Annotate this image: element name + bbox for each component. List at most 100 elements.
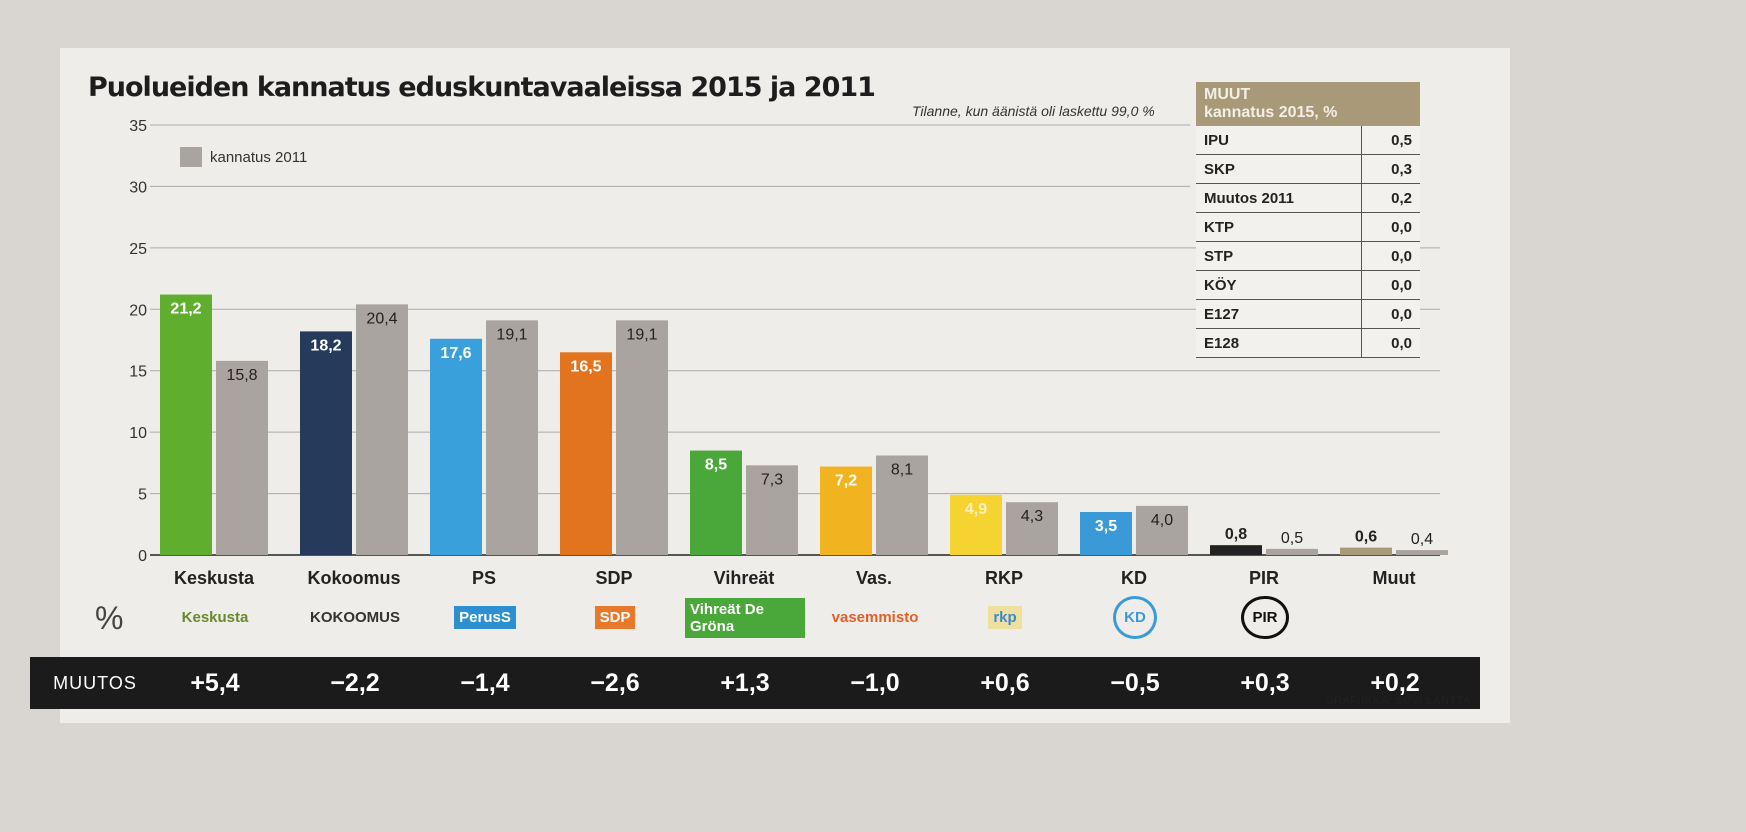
value-label-2011: 0,4 — [1411, 531, 1433, 548]
chart-note: Tilanne, kun äänistä oli laskettu 99,0 % — [912, 103, 1155, 119]
y-tick-label: 25 — [129, 241, 147, 258]
change-value: +0,3 — [1240, 668, 1290, 697]
category-label: Kokoomus — [307, 568, 400, 588]
party-name: E127 — [1196, 299, 1362, 329]
party-value: 0,5 — [1361, 126, 1420, 155]
others-table-header: MUUT kannatus 2015, % — [1196, 82, 1420, 126]
value-label-2015: 18,2 — [310, 337, 341, 354]
change-bar: MUUTOS +5,4 −2,2 −1,4 −2,6 +1,3 −1,0 +0,6 −0,5 +0… — [30, 657, 1480, 709]
category-label: Muut — [1373, 568, 1416, 588]
bar-2011 — [1006, 502, 1058, 555]
category-label: PIR — [1249, 568, 1279, 588]
bar-2011 — [746, 465, 798, 555]
legend-label: kannatus 2011 — [210, 148, 308, 166]
value-label-2011: 7,3 — [761, 471, 783, 488]
others-table-row: Muutos 2011 0,2 — [1196, 183, 1420, 213]
y-tick-label: 20 — [129, 302, 147, 319]
change-value: −2,2 — [330, 668, 380, 697]
y-tick-label: 35 — [129, 118, 147, 135]
change-value: +0,2 — [1370, 668, 1420, 697]
party-logo: PerusS — [425, 590, 545, 645]
bar-2015 — [690, 450, 742, 555]
category-label: Vas. — [856, 568, 892, 588]
party-logo: SDP — [555, 590, 675, 645]
value-label-2015: 0,6 — [1355, 529, 1377, 546]
chart-title: Puolueiden kannatus eduskuntavaaleissa 2… — [88, 72, 876, 103]
bar-2015 — [1080, 512, 1132, 555]
party-name: Muutos 2011 — [1196, 183, 1362, 213]
party-value: 0,0 — [1361, 328, 1420, 358]
party-name: STP — [1196, 241, 1362, 271]
value-label-2015: 21,2 — [170, 301, 201, 318]
value-label-2015: 17,6 — [440, 345, 471, 362]
change-value: −0,5 — [1110, 668, 1160, 697]
bar-2011 — [486, 320, 538, 555]
others-table: MUUT kannatus 2015, % IPU 0,5 SKP 0,3 Muutos … — [1196, 82, 1420, 358]
value-label-2011: 8,1 — [891, 461, 913, 478]
change-value: +0,6 — [980, 668, 1030, 697]
others-table-row: SKP 0,3 — [1196, 154, 1420, 184]
party-logo — [1335, 590, 1455, 645]
y-tick-label: 10 — [129, 425, 147, 442]
change-value: +1,3 — [720, 668, 770, 697]
party-logo: Vihreät De Gröna — [685, 590, 805, 645]
y-unit-label: % — [95, 600, 124, 636]
change-value: +5,4 — [190, 668, 240, 697]
change-value: −1,4 — [460, 668, 510, 697]
party-value: 0,0 — [1361, 212, 1420, 242]
y-tick-label: 0 — [138, 548, 147, 565]
bar-2015 — [430, 338, 482, 555]
others-table-row: IPU 0,5 — [1196, 126, 1420, 155]
value-label-2015: 3,5 — [1095, 518, 1117, 535]
value-label-2015: 16,5 — [570, 358, 601, 375]
change-value: −1,0 — [850, 668, 900, 697]
party-name: IPU — [1196, 126, 1362, 155]
value-label-2015: 0,8 — [1225, 526, 1247, 543]
value-label-2011: 15,8 — [226, 367, 257, 384]
category-label: Keskusta — [174, 568, 255, 588]
bar-2011 — [876, 455, 928, 555]
value-label-2015: 8,5 — [705, 457, 727, 474]
category-label: Vihreät — [714, 568, 775, 588]
category-label: SDP — [595, 568, 632, 588]
party-value: 0,0 — [1361, 270, 1420, 300]
party-value: 0,0 — [1361, 299, 1420, 329]
party-name: KTP — [1196, 212, 1362, 242]
party-logo: vasemmisto — [831, 609, 919, 626]
party-name: E128 — [1196, 328, 1362, 358]
party-name: KÖY — [1196, 270, 1362, 300]
value-label-2011: 4,0 — [1151, 512, 1173, 529]
party-value: 0,3 — [1361, 154, 1420, 184]
bar-2011 — [1396, 550, 1448, 555]
header-line1: MUUT — [1204, 86, 1251, 103]
category-label: RKP — [985, 568, 1023, 588]
others-table-row: KTP 0,0 — [1196, 212, 1420, 242]
bar-2011 — [356, 304, 408, 555]
bar-2015 — [820, 466, 872, 555]
party-name: SKP — [1196, 154, 1362, 184]
bar-2015 — [560, 352, 612, 555]
party-value: 0,2 — [1361, 183, 1420, 213]
party-value: 0,0 — [1361, 241, 1420, 271]
others-table-row: E128 0,0 — [1196, 328, 1420, 358]
y-tick-label: 30 — [129, 179, 147, 196]
others-table-row: KÖY 0,0 — [1196, 270, 1420, 300]
legend: kannatus 2011 — [180, 147, 307, 167]
party-logo: Keskusta — [181, 609, 249, 626]
bar-2011 — [1136, 505, 1188, 555]
y-tick-label: 5 — [138, 487, 147, 504]
value-label-2011: 19,1 — [496, 326, 527, 343]
category-label: KD — [1121, 568, 1147, 588]
bar-2011 — [216, 360, 268, 555]
value-label-2015: 4,9 — [965, 501, 987, 518]
change-label: MUUTOS — [53, 672, 137, 693]
value-label-2011: 0,5 — [1281, 530, 1303, 547]
value-label-2011: 19,1 — [626, 326, 657, 343]
change-value: −2,6 — [590, 668, 640, 697]
bar-2011 — [1266, 548, 1318, 555]
value-label-2011: 4,3 — [1021, 508, 1043, 525]
bar-2015 — [1340, 547, 1392, 555]
credit: GRAFIIKKA: SUVI LANTTA — [1325, 695, 1471, 707]
party-logo: KD — [1075, 590, 1195, 645]
